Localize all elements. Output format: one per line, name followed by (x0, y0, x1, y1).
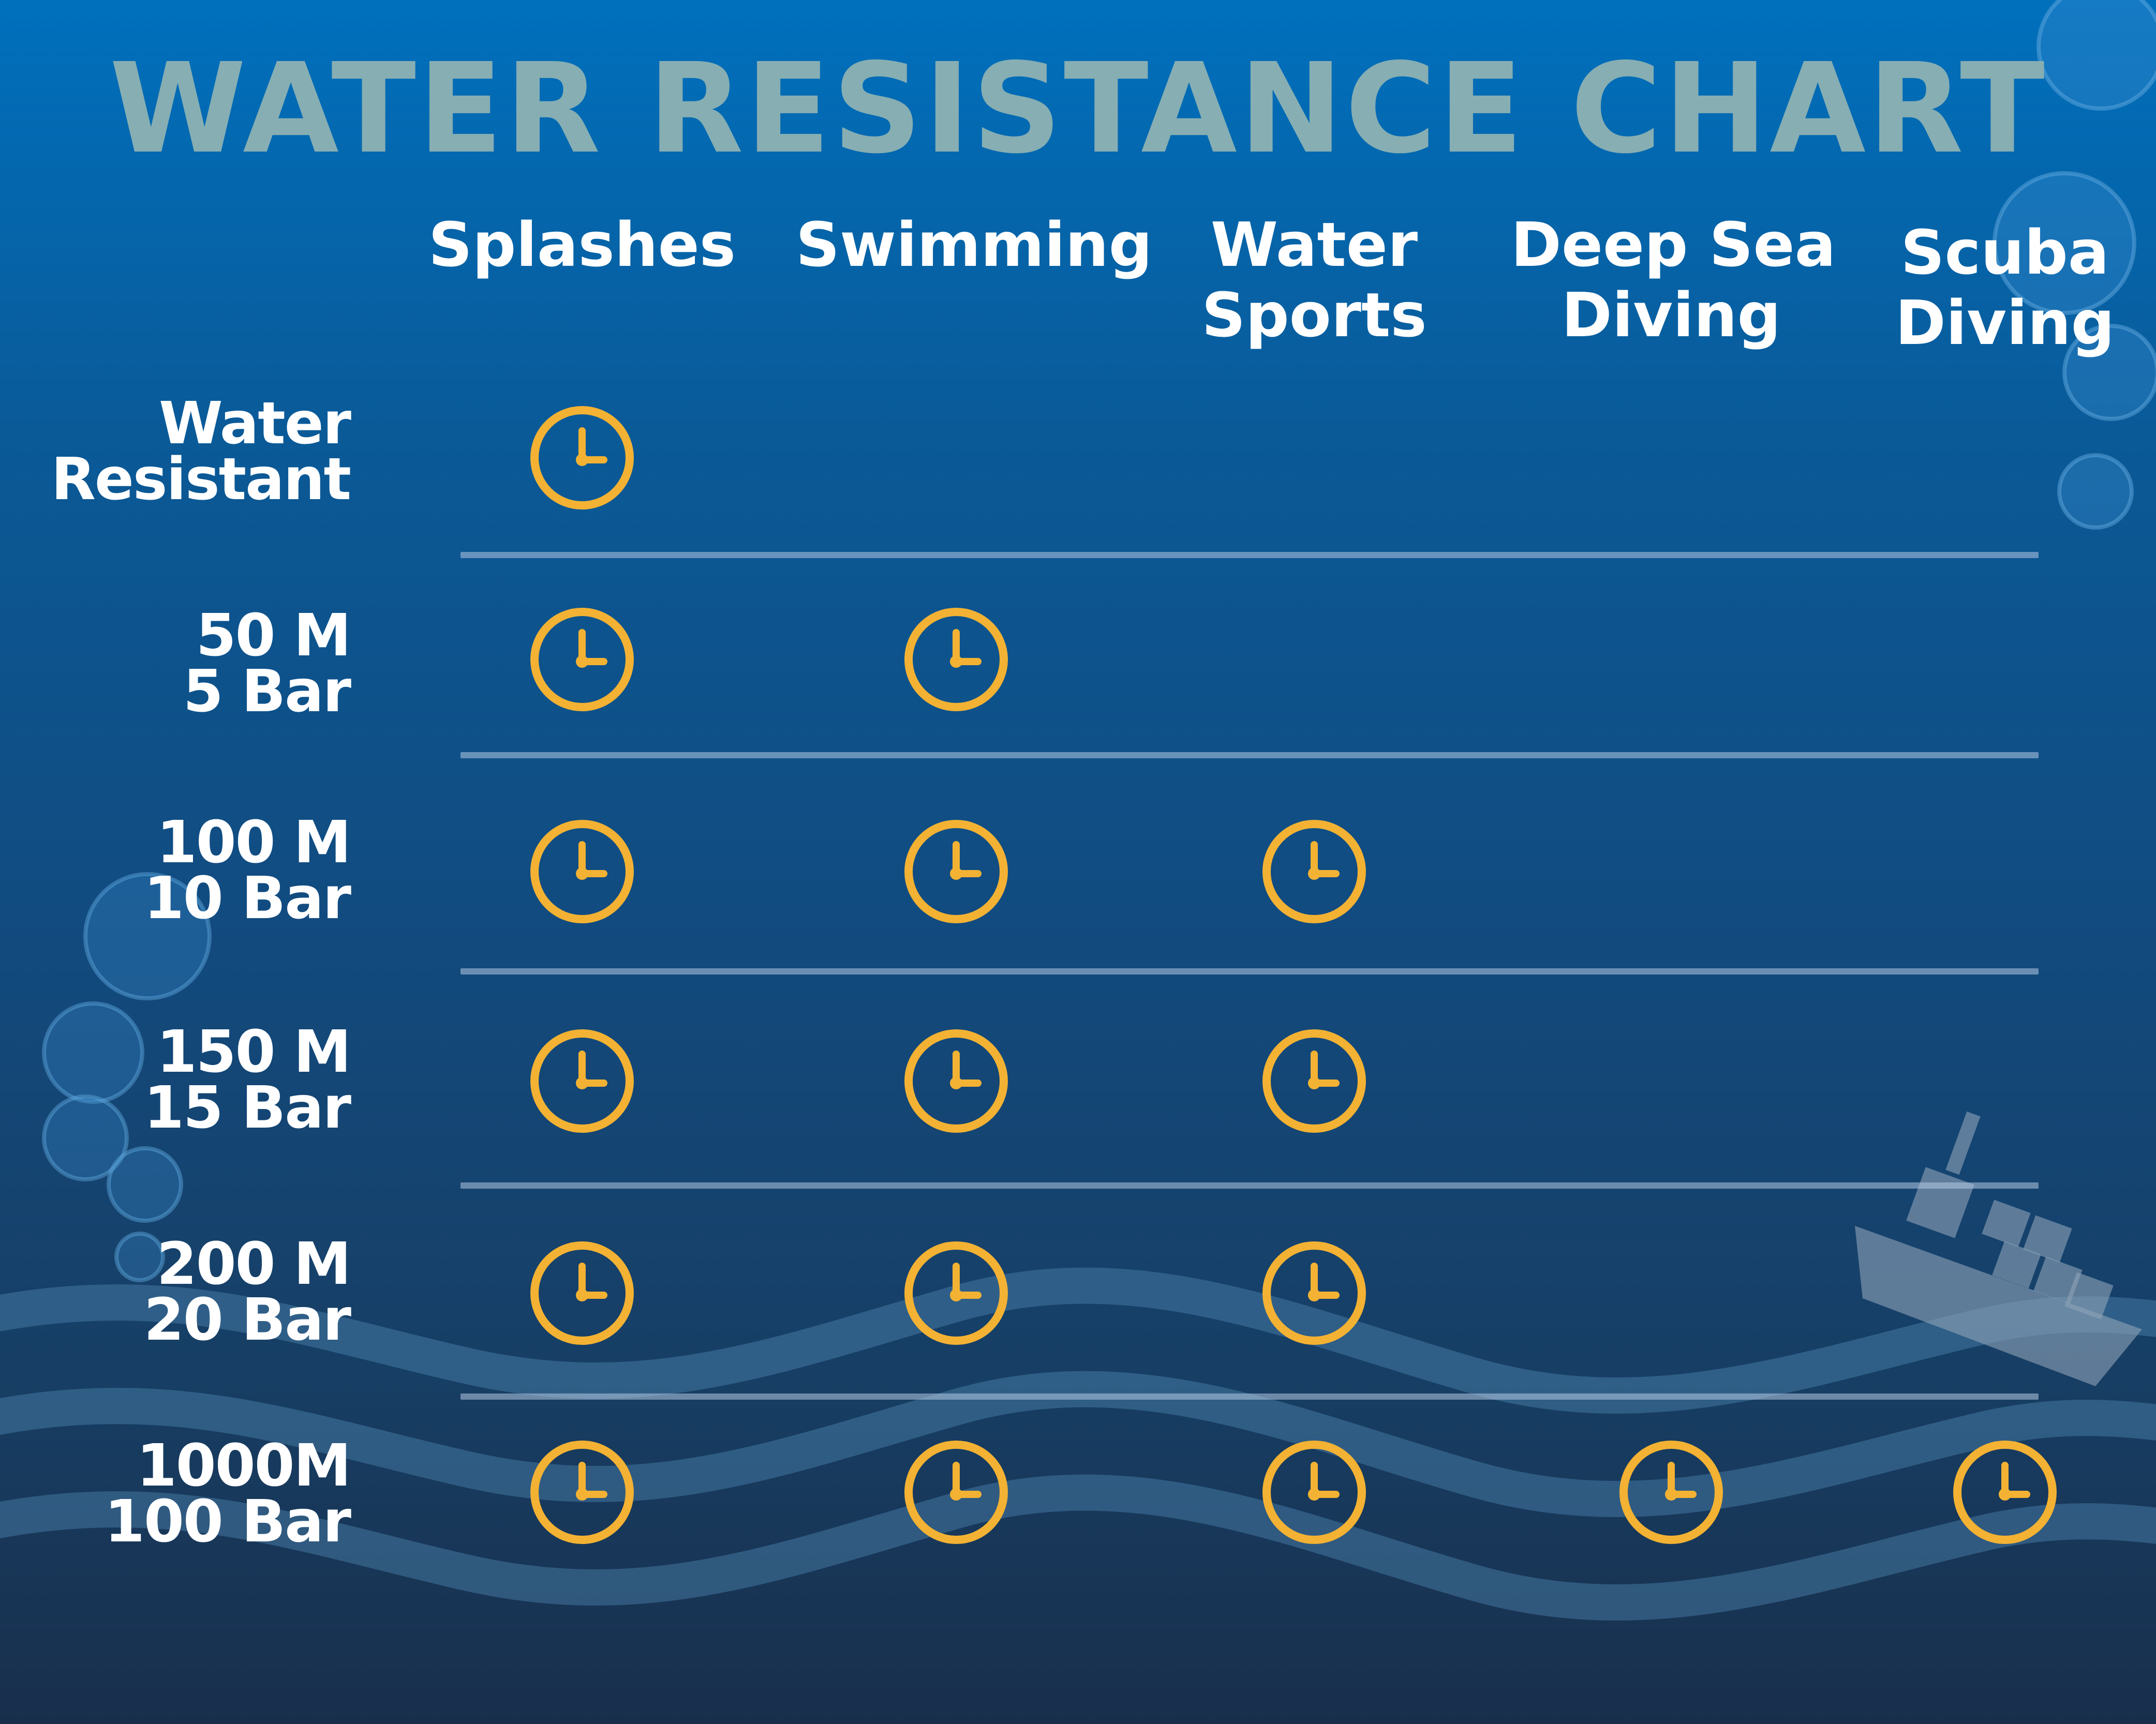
column-header-line: Scuba (1900, 217, 2109, 288)
row-header: 150 M 15 Bar (29, 1018, 351, 1142)
clock-icon (1257, 1024, 1371, 1138)
row-header-line: 10 Bar (143, 865, 351, 932)
column-header-line: Splashes (428, 209, 736, 280)
clock-icon (525, 1024, 639, 1138)
row-header: 1000M 100 Bar (29, 1432, 351, 1555)
column-header-line: Water (1210, 209, 1418, 280)
clock-icon (525, 401, 639, 515)
wave-icon (0, 1267, 2156, 1621)
column-header-line: Diving (1895, 287, 2115, 358)
row-header-line: 200 M (156, 1231, 351, 1298)
row-divider (460, 968, 2039, 975)
clock-icon (525, 1435, 639, 1549)
page-title: WATER RESISTANCE CHART (109, 36, 2047, 181)
clock-icon (899, 1024, 1013, 1138)
column-header: Swimming (796, 209, 1153, 280)
clock-icon (525, 603, 639, 716)
column-header-line: Sports (1201, 279, 1427, 351)
clock-icon (899, 1236, 1013, 1350)
bubble-icon (1993, 0, 2156, 530)
row-header-line: 100 Bar (105, 1488, 351, 1555)
row-divider (460, 1182, 2039, 1189)
row-header: 100 M 10 Bar (29, 809, 351, 932)
row-header-line: Water (159, 390, 351, 457)
clock-icon (899, 815, 1013, 928)
row-header-line: 50 M (196, 602, 351, 669)
row-divider (460, 1393, 2039, 1400)
clock-icon (525, 1236, 639, 1350)
row-header-line: 20 Bar (143, 1286, 351, 1354)
column-header-line: Swimming (796, 209, 1153, 280)
clock-icon (525, 815, 639, 928)
column-header: Splashes (422, 209, 742, 280)
clock-icon (1257, 1435, 1371, 1549)
clock-icon (899, 1435, 1013, 1549)
row-header-line: 5 Bar (183, 658, 351, 725)
clock-icon (1257, 815, 1371, 928)
column-header: Water Sports (1154, 209, 1475, 350)
column-header-line: Diving (1561, 279, 1781, 351)
column-header-line: Deep Sea (1511, 209, 1836, 280)
row-header-line: 1000M (136, 1432, 351, 1500)
row-header: 200 M 20 Bar (29, 1231, 351, 1354)
clock-icon (1614, 1435, 1728, 1549)
column-header: Scuba Diving (1845, 217, 2156, 358)
column-header: Deep Sea Diving (1511, 209, 1836, 351)
row-header-line: 100 M (156, 809, 351, 876)
row-divider (460, 752, 2039, 758)
row-divider (460, 552, 2039, 558)
row-header-line: 150 M (156, 1018, 351, 1086)
row-header-line: 15 Bar (143, 1074, 351, 1142)
row-header-line: Resistant (51, 446, 351, 513)
row-header: Water Resistant (29, 390, 351, 513)
bubble-icon (42, 872, 212, 1282)
clock-icon (899, 603, 1013, 716)
clock-icon (1948, 1435, 2062, 1549)
clock-icon (1257, 1236, 1371, 1350)
